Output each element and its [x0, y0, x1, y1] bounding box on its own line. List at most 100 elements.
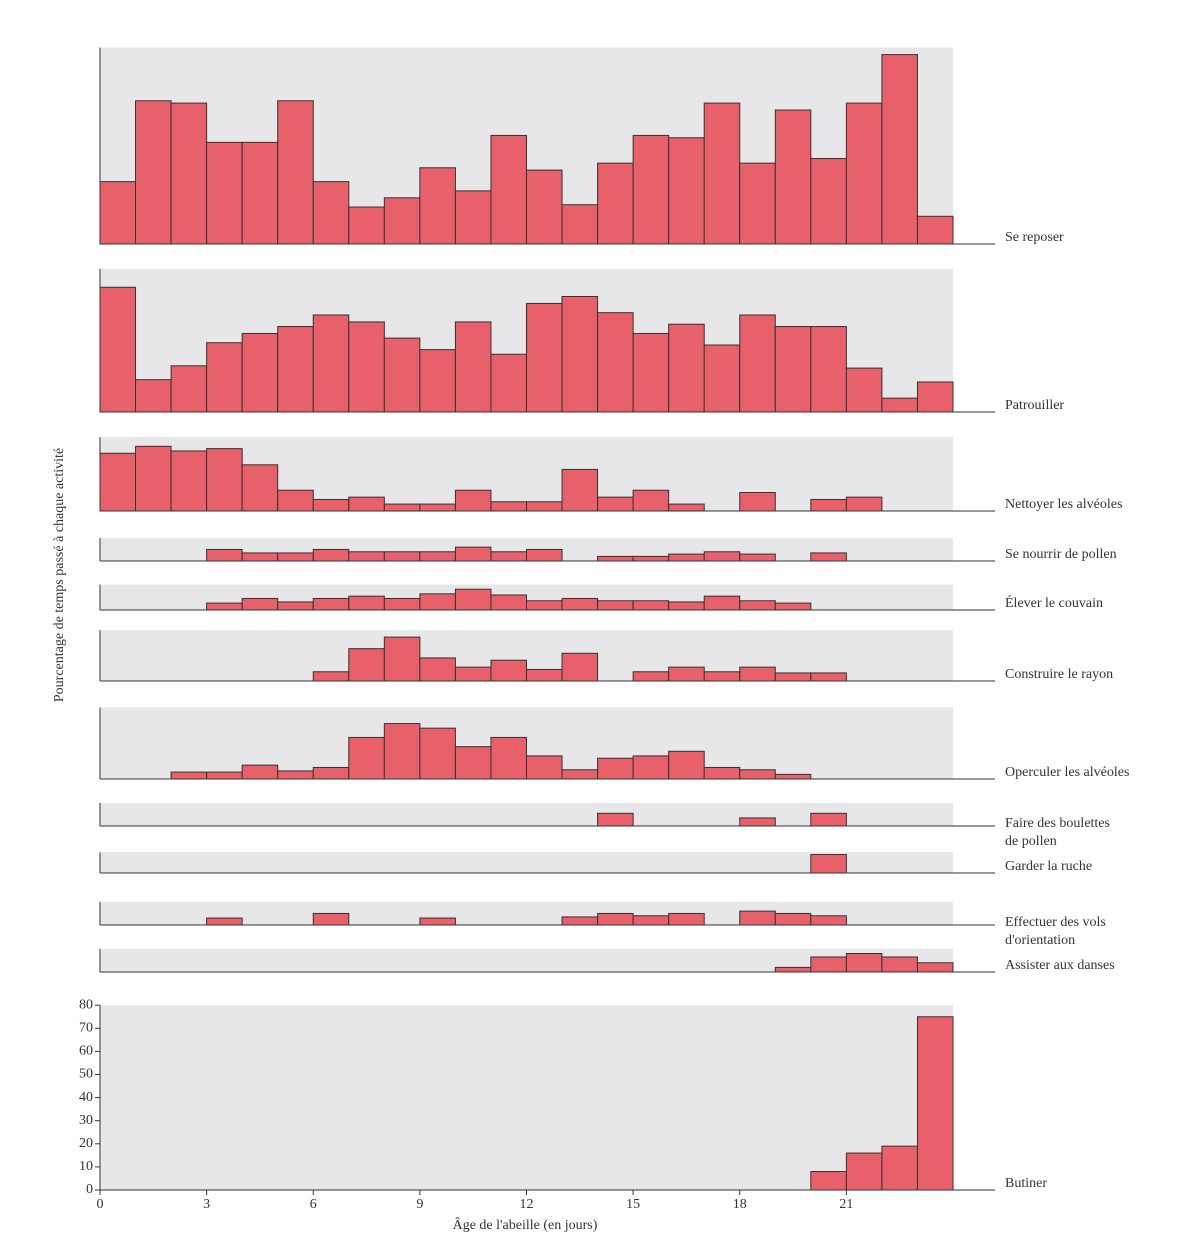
bar — [454, 588, 492, 611]
bar — [774, 109, 812, 245]
bar — [739, 600, 776, 611]
bar — [810, 672, 847, 682]
bar — [526, 501, 563, 512]
y-tick-label: 60 — [79, 1044, 93, 1059]
bar — [490, 594, 528, 611]
bar — [383, 337, 421, 413]
bar — [774, 602, 812, 611]
bar — [206, 448, 243, 512]
bar — [312, 548, 350, 562]
bar — [561, 204, 599, 245]
bar — [348, 736, 385, 780]
bar — [241, 764, 279, 780]
bar — [632, 332, 670, 413]
bar — [135, 445, 172, 512]
bar — [419, 551, 456, 562]
bar — [348, 595, 385, 611]
bar — [135, 379, 172, 413]
bar — [312, 314, 350, 413]
panel-background — [100, 948, 953, 972]
bar — [206, 141, 243, 245]
bar — [206, 917, 243, 926]
bar — [597, 496, 634, 512]
bar — [561, 652, 599, 682]
bar — [348, 551, 385, 562]
bar — [774, 966, 812, 973]
x-tick-label: 18 — [733, 1197, 747, 1212]
bar — [597, 312, 634, 413]
bar — [739, 492, 776, 512]
y-tick-label: 70 — [79, 1021, 93, 1036]
bar — [454, 546, 492, 562]
bar — [561, 296, 599, 413]
bar — [597, 555, 634, 562]
bar — [810, 915, 847, 926]
x-tick-label: 0 — [97, 1197, 104, 1212]
bar — [490, 551, 528, 562]
bar — [348, 206, 385, 245]
bar — [739, 666, 776, 682]
bar — [454, 190, 492, 245]
bar — [703, 344, 741, 413]
bar — [206, 342, 243, 413]
bar — [454, 746, 492, 780]
panel-label: d'orientation — [1005, 933, 1075, 948]
panel-label: Se reposer — [1005, 230, 1064, 245]
bar — [703, 102, 741, 245]
bar — [526, 169, 563, 245]
bar — [206, 548, 243, 562]
bar — [845, 496, 883, 512]
bar — [490, 501, 528, 512]
bar — [845, 367, 883, 413]
bar — [668, 553, 705, 562]
bar — [419, 593, 456, 611]
panel-label: Construire le rayon — [1005, 667, 1113, 682]
panel-background — [100, 1005, 953, 1190]
bar — [526, 755, 563, 780]
bar — [632, 755, 670, 780]
y-tick-label: 80 — [79, 997, 93, 1012]
bar — [703, 551, 741, 562]
x-tick-label: 15 — [626, 1197, 640, 1212]
x-tick-label: 9 — [416, 1197, 423, 1212]
bar — [312, 498, 350, 512]
bar — [668, 323, 705, 413]
y-tick-label: 50 — [79, 1067, 93, 1082]
bar — [312, 181, 350, 245]
bar — [277, 552, 314, 562]
panel-label: Effectuer des vols — [1005, 915, 1106, 930]
bar — [810, 956, 847, 973]
bar — [312, 912, 350, 926]
bar — [241, 464, 279, 512]
bar — [277, 489, 314, 512]
bar — [135, 100, 172, 245]
bar — [881, 1145, 918, 1191]
x-axis-label: Âge de l'abeille (en jours) — [453, 1216, 598, 1233]
bar — [241, 597, 279, 611]
bar — [810, 1171, 847, 1191]
bar — [241, 552, 279, 562]
bar — [170, 365, 208, 413]
x-tick-label: 21 — [839, 1197, 853, 1212]
bar — [668, 503, 705, 512]
bar — [703, 671, 741, 682]
bar — [312, 766, 350, 780]
bar — [170, 102, 208, 245]
bar — [241, 332, 279, 413]
bar — [597, 600, 634, 611]
panel-label: Nettoyer les alvéoles — [1005, 497, 1122, 512]
panel-label: Assister aux danses — [1005, 958, 1115, 973]
bar — [668, 750, 705, 780]
bar — [632, 600, 670, 611]
bar — [916, 381, 954, 413]
bar — [845, 102, 883, 245]
bar — [241, 141, 279, 245]
panel-label: Se nourrir de pollen — [1005, 547, 1117, 562]
bar — [632, 915, 670, 926]
bar — [383, 636, 421, 682]
bar — [916, 215, 954, 245]
y-tick-label: 30 — [79, 1113, 93, 1128]
bar — [99, 181, 137, 245]
bar — [774, 773, 812, 780]
bar — [668, 912, 705, 926]
